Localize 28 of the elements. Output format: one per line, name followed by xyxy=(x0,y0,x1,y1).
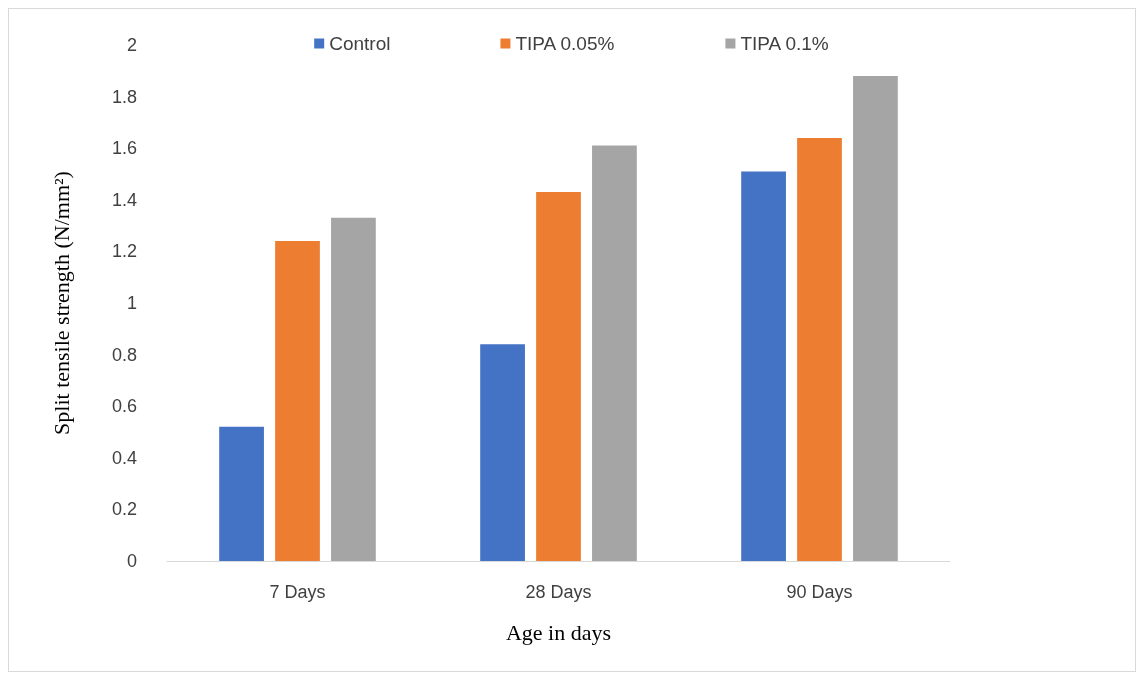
y-tick-label: 0 xyxy=(126,551,137,571)
bar xyxy=(592,145,637,561)
x-tick-label: 90 Days xyxy=(786,582,853,602)
y-tick-label: 0.6 xyxy=(111,396,137,417)
bar xyxy=(480,344,525,561)
y-tick-label: 2 xyxy=(126,35,137,55)
y-tick-label: 1 xyxy=(126,293,137,313)
bar xyxy=(741,171,786,561)
bar xyxy=(536,192,581,561)
bar xyxy=(797,137,842,561)
x-tick-label: 28 Days xyxy=(525,582,592,602)
y-tick-label: 1.6 xyxy=(111,138,137,159)
bar xyxy=(219,426,264,561)
y-tick-label: 0.4 xyxy=(111,447,137,468)
y-tick-label: 1.8 xyxy=(111,86,137,107)
legend-label: Control xyxy=(329,33,391,54)
y-tick-label: 0.2 xyxy=(111,499,137,520)
legend-label: TIPA 0.1% xyxy=(740,33,829,54)
bar xyxy=(853,75,898,561)
y-axis-title: Split tensile strength (N/mm²) xyxy=(48,171,74,435)
bar xyxy=(331,217,376,561)
bar xyxy=(275,241,320,561)
x-tick-label: 7 Days xyxy=(269,582,326,602)
y-tick-label: 0.8 xyxy=(111,344,137,365)
legend-label: TIPA 0.05% xyxy=(515,33,615,54)
x-axis-title: Age in days xyxy=(505,619,612,645)
y-tick-label: 1.4 xyxy=(111,189,137,210)
y-tick-label: 1.2 xyxy=(111,241,137,262)
